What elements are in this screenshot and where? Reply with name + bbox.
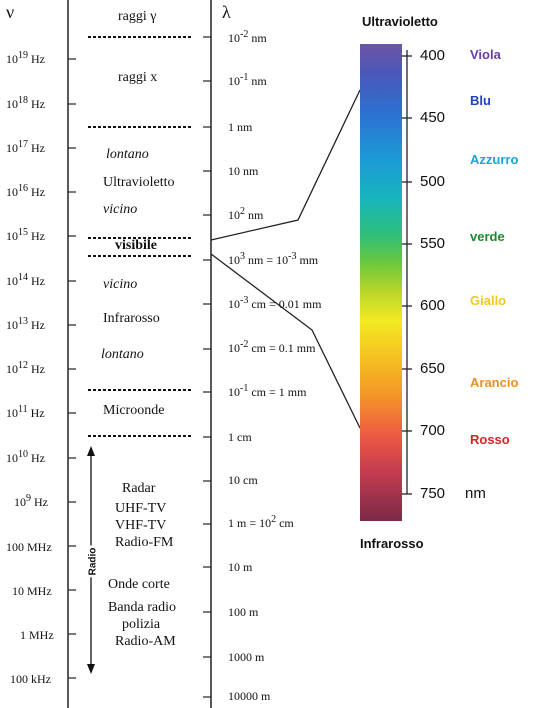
wavelength-1: 10-2 nm (228, 29, 267, 45)
band-police-2: polizia (122, 617, 161, 632)
color-viola: Viola (470, 47, 501, 62)
freq-label-12: 1012 Hz (6, 360, 45, 376)
band-short-wave: Onde corte (108, 577, 170, 592)
wavelength-9: 10-1 cm = 1 mm (228, 383, 307, 399)
wavelength-2: 10-1 nm (228, 72, 267, 88)
freq-label-13: 1013 Hz (6, 316, 45, 332)
freq-label-15: 1015 Hz (6, 227, 45, 243)
visible-spectrum-bar (360, 44, 402, 521)
wavelength-16: 10000 m (228, 689, 271, 703)
wavelength-14: 100 m (228, 605, 259, 619)
band-police-1: Banda radio (108, 600, 177, 615)
freq-label-17: 1017 Hz (6, 139, 45, 155)
wavelength-13: 10 m (228, 560, 253, 574)
color-verde: verde (470, 229, 505, 244)
wavelength-3: 1 nm (228, 120, 253, 134)
freq-label-11: 1011 Hz (6, 404, 45, 420)
color-blu: Blu (470, 93, 491, 108)
color-rosso: Rosso (470, 432, 510, 447)
wavelength-8: 10-2 cm = 0.1 mm (228, 339, 316, 355)
freq-label-9: 109 Hz (14, 493, 48, 509)
wavelength-7: 10-3 cm = 0.01 mm (228, 295, 322, 311)
freq-label-1mhz: 1 MHz (20, 628, 54, 642)
band-microwave: Microonde (103, 403, 165, 418)
band-uv: Ultravioletto (103, 175, 175, 190)
wavelength-12: 1 m = 102 cm (228, 514, 294, 530)
band-am: Radio-AM (115, 634, 176, 649)
wavelength-5: 102 nm (228, 206, 264, 222)
band-visible: visibile (115, 238, 158, 253)
wavelength-10: 1 cm (228, 430, 252, 444)
band-ir-far: lontano (101, 347, 144, 362)
band-uv-near: vicino (103, 202, 138, 217)
freq-label-10: 1010 Hz (6, 449, 45, 465)
wavelength-symbol: λ (222, 2, 231, 22)
wavelength-6: 103 nm = 10-3 mm (228, 251, 319, 267)
freq-label-100mhz: 100 MHz (6, 540, 52, 554)
scale-tick-650: 650 (420, 360, 446, 377)
band-fm: Radio-FM (115, 535, 174, 550)
color-arancio: Arancio (470, 375, 519, 390)
scale-tick-600: 600 (420, 297, 446, 314)
freq-label-16: 1016 Hz (6, 183, 45, 199)
freq-label-19: 1019 Hz (6, 50, 45, 66)
scale-tick-400: 400 (420, 47, 446, 64)
spectrum-title-uv: Ultravioletto (362, 14, 438, 29)
band-ir-near: vicino (103, 277, 138, 292)
wavelength-15: 1000 m (228, 650, 265, 664)
radio-axis-label: Radio (87, 545, 99, 578)
band-uv-far: lontano (106, 147, 149, 162)
spectrum-title-ir: Infrarosso (360, 536, 424, 551)
freq-label-10mhz: 10 MHz (12, 584, 52, 598)
color-giallo: Giallo (470, 293, 507, 308)
band-vhf: VHF-TV (115, 518, 167, 533)
freq-label-18: 1018 Hz (6, 95, 45, 111)
band-ir: Infrarosso (103, 311, 160, 326)
scale-tick-700: 700 (420, 422, 446, 439)
scale-tick-500: 500 (420, 173, 446, 190)
scale-unit: nm (465, 485, 486, 502)
freq-label-100khz: 100 kHz (10, 672, 51, 686)
color-azzurro: Azzurro (470, 152, 519, 167)
scale-tick-750: 750 (420, 485, 446, 502)
band-x: raggi x (118, 70, 158, 85)
wavelength-11: 10 cm (228, 473, 258, 487)
band-radar: Radar (122, 481, 156, 496)
band-gamma: raggi γ (118, 9, 157, 24)
frequency-symbol: ν (6, 2, 15, 22)
band-uhf: UHF-TV (115, 501, 167, 516)
scale-tick-550: 550 (420, 235, 446, 252)
wavelength-4: 10 nm (228, 164, 259, 178)
freq-label-14: 1014 Hz (6, 272, 45, 288)
scale-tick-450: 450 (420, 109, 446, 126)
